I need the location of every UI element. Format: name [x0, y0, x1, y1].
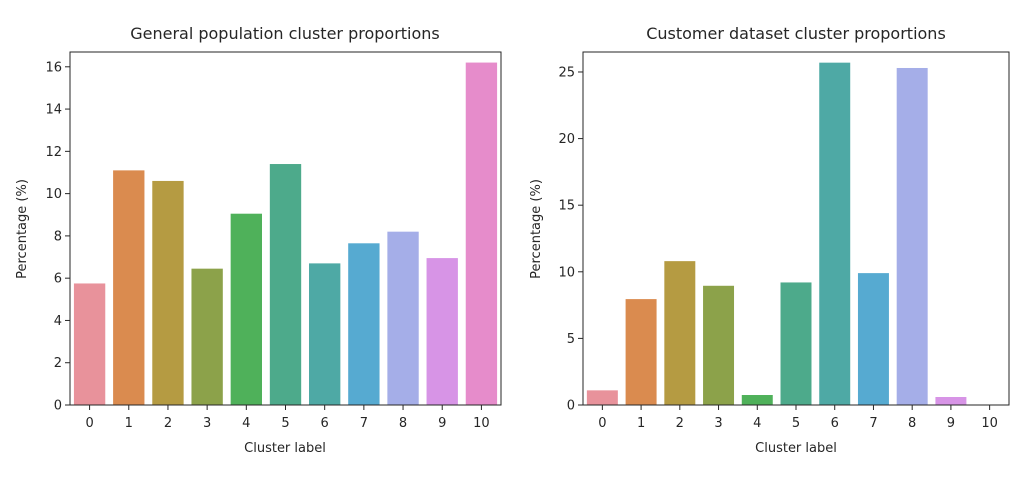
- bar-cluster-5: [269, 164, 302, 405]
- bar-cluster-8: [387, 231, 419, 405]
- x-tick-label: 8: [399, 416, 407, 431]
- x-tick-label: 0: [598, 416, 606, 431]
- x-tick-label: 7: [869, 416, 877, 431]
- y-tick-label: 5: [567, 332, 575, 347]
- x-axis-label: Cluster label: [244, 441, 326, 456]
- bar-cluster-9: [935, 397, 967, 405]
- y-axis-label: Percentage (%): [15, 179, 30, 279]
- chart-customer-dataset: Customer dataset cluster proportions Clu…: [529, 24, 1010, 456]
- bar-cluster-6: [819, 62, 851, 405]
- y-axis-label: Percentage (%): [529, 179, 544, 279]
- bar-cluster-7: [348, 243, 380, 405]
- y-tick-label: 0: [567, 399, 575, 414]
- y-tick-label: 6: [54, 272, 62, 287]
- y-tick-label: 25: [558, 65, 575, 80]
- bar-cluster-5: [780, 282, 812, 405]
- bar-cluster-2: [664, 261, 696, 405]
- bar-cluster-3: [191, 268, 223, 405]
- y-tick-label: 10: [45, 187, 62, 202]
- x-tick-label: 9: [438, 416, 446, 431]
- chart-general-population: General population cluster proportions C…: [15, 24, 502, 456]
- x-tick-label: 10: [473, 416, 490, 431]
- x-tick-label: 0: [85, 416, 93, 431]
- y-tick-label: 12: [45, 145, 62, 160]
- x-tick-label: 9: [947, 416, 955, 431]
- x-tick-label: 2: [164, 416, 172, 431]
- bar-cluster-10: [465, 62, 498, 405]
- x-tick-label: 7: [360, 416, 368, 431]
- x-tick-label: 8: [908, 416, 916, 431]
- x-axis-label: Cluster label: [755, 441, 837, 456]
- bar-cluster-1: [625, 299, 657, 405]
- x-tick-label: 5: [281, 416, 289, 431]
- y-tick-label: 14: [45, 103, 62, 118]
- bar-cluster-2: [152, 180, 184, 405]
- y-tick-label: 10: [558, 265, 575, 280]
- plot-area: 0 1 2 3 4 5 6 7 8 9 10 0 5 10 15 20 25: [558, 51, 1010, 431]
- y-tick-label: 0: [54, 399, 62, 414]
- bar-cluster-0: [586, 390, 618, 405]
- x-tick-label: 1: [125, 416, 133, 431]
- y-tick-label: 2: [54, 356, 62, 371]
- x-tick-label: 2: [676, 416, 684, 431]
- y-tick-label: 15: [558, 199, 575, 214]
- x-tick-label: 10: [981, 416, 998, 431]
- x-tick-label: 3: [714, 416, 722, 431]
- bar-cluster-1: [113, 170, 145, 405]
- bar-cluster-8: [896, 67, 928, 405]
- x-tick-label: 6: [321, 416, 329, 431]
- y-tick-label: 8: [54, 229, 62, 244]
- x-tick-label: 3: [203, 416, 211, 431]
- x-tick-label: 4: [753, 416, 761, 431]
- y-tick-label: 16: [45, 60, 62, 75]
- x-tick-label: 1: [637, 416, 645, 431]
- bar-cluster-4: [230, 213, 262, 405]
- bar-cluster-0: [73, 283, 106, 405]
- bar-cluster-3: [703, 285, 735, 405]
- x-tick-label: 4: [242, 416, 250, 431]
- bar-cluster-6: [309, 263, 341, 405]
- chart-title: General population cluster proportions: [130, 24, 440, 43]
- bar-cluster-7: [857, 273, 889, 405]
- bar-cluster-4: [741, 395, 773, 405]
- y-tick-label: 4: [54, 314, 62, 329]
- y-tick-label: 20: [558, 132, 575, 147]
- x-tick-label: 6: [831, 416, 839, 431]
- x-tick-label: 5: [792, 416, 800, 431]
- bar-cluster-9: [426, 258, 458, 405]
- chart-title: Customer dataset cluster proportions: [646, 24, 946, 43]
